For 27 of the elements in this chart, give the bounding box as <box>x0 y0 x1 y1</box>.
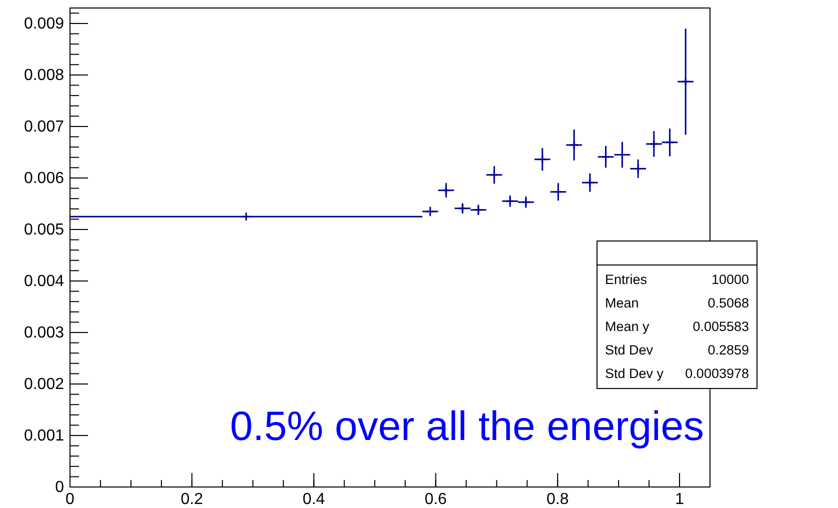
y-tick-label: 0.003 <box>24 324 64 342</box>
y-tick-label: 0.001 <box>24 427 64 444</box>
y-tick-label: 0.006 <box>24 170 64 187</box>
annotation: 0.0003978 <box>685 366 749 381</box>
annotation: Mean <box>605 296 639 310</box>
annotation: Std Dev <box>605 342 654 358</box>
y-tick-label: 0.002 <box>24 376 64 393</box>
annotation: 0.5% over all the energies <box>230 403 704 449</box>
annotation: 0.005583 <box>692 319 749 334</box>
y-tick-label: 0.009 <box>24 15 64 32</box>
x-tick-label: 0.8 <box>546 491 569 508</box>
x-tick-label: 0.4 <box>302 491 326 508</box>
x-tick-label: 0.2 <box>180 491 204 508</box>
y-tick-label: 0.008 <box>24 66 64 84</box>
annotation: 0.2859 <box>708 342 749 358</box>
annotation: Entries <box>605 272 648 287</box>
annotation: Mean y <box>605 319 650 334</box>
annotation: 0.5068 <box>708 296 749 310</box>
x-tick-label: 1 <box>675 491 684 508</box>
y-tick-label: 0.005 <box>24 221 64 238</box>
text: 10000 <box>711 272 749 287</box>
y-tick-label: 0.004 <box>24 272 64 290</box>
y-tick-label: 0 <box>55 479 64 496</box>
y-tick-label: 0.007 <box>24 118 64 136</box>
annotation: Std Dev y <box>605 366 664 381</box>
x-tick-label: 0 <box>66 491 75 508</box>
x-tick-label: 0.6 <box>424 491 447 508</box>
